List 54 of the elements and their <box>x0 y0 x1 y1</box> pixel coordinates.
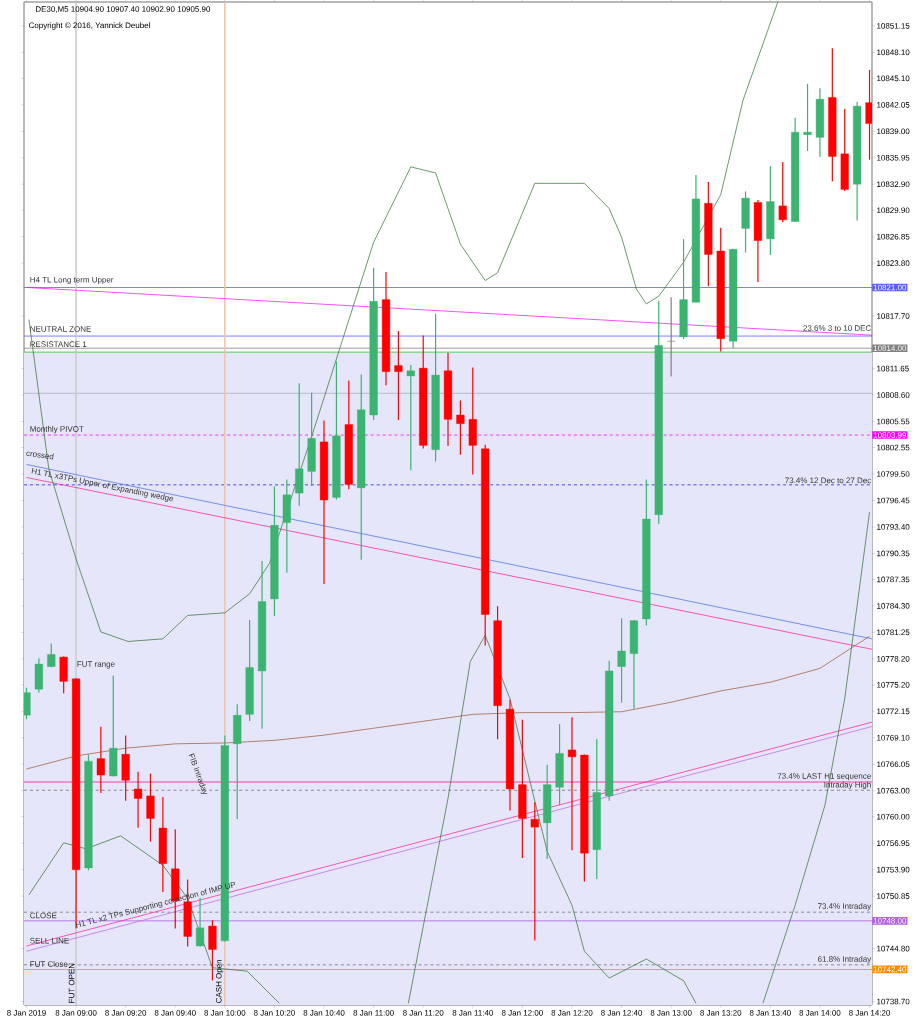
candlestick <box>84 754 93 871</box>
candlestick <box>133 771 143 828</box>
candlestick <box>642 479 651 626</box>
candlestick <box>493 606 502 740</box>
candlestick <box>828 48 837 182</box>
candlestick <box>109 675 118 777</box>
candlestick <box>605 660 614 801</box>
candlestick <box>741 191 750 253</box>
candlestick <box>704 181 713 287</box>
candlestick <box>778 161 787 223</box>
candlestick <box>865 69 872 160</box>
candlestick <box>419 335 428 449</box>
candlestick <box>555 724 564 806</box>
candlestick <box>344 380 353 490</box>
candlestick <box>357 374 366 560</box>
candlestick <box>208 920 217 981</box>
candlestick <box>406 364 415 471</box>
candlestick <box>59 656 68 694</box>
candlestick <box>617 618 626 703</box>
candlestick <box>146 773 155 842</box>
candlestick <box>840 109 849 191</box>
candlestick <box>443 352 453 446</box>
candlestick <box>679 239 688 340</box>
candlestick <box>543 764 552 859</box>
candlestick <box>766 166 775 256</box>
candlestick <box>481 444 490 646</box>
candlestick <box>592 738 601 879</box>
candlestick <box>34 658 43 693</box>
candlestick <box>530 802 539 941</box>
candlestick <box>47 643 56 668</box>
candlestick <box>654 300 663 525</box>
candlestick <box>468 367 477 475</box>
candlestick <box>332 361 341 500</box>
candlestick <box>307 392 316 486</box>
line-series <box>28 2 779 642</box>
candlestick <box>431 313 440 462</box>
candlestick <box>567 717 577 851</box>
candlestick <box>369 267 378 420</box>
candlestick <box>233 704 242 820</box>
candlestick <box>803 83 812 151</box>
candlestick <box>24 687 31 720</box>
candlestick <box>245 620 254 722</box>
candlestick <box>518 719 527 859</box>
candlestick <box>121 735 130 801</box>
candlestick <box>580 754 589 882</box>
candlestick <box>456 400 465 455</box>
candlestick <box>716 227 725 352</box>
candlestick <box>295 383 304 506</box>
candlestick <box>96 726 105 794</box>
candlestick <box>282 479 291 573</box>
candlestick <box>394 331 403 420</box>
candlestick <box>505 699 515 811</box>
candlestick <box>381 272 391 386</box>
candlestick <box>270 486 279 617</box>
